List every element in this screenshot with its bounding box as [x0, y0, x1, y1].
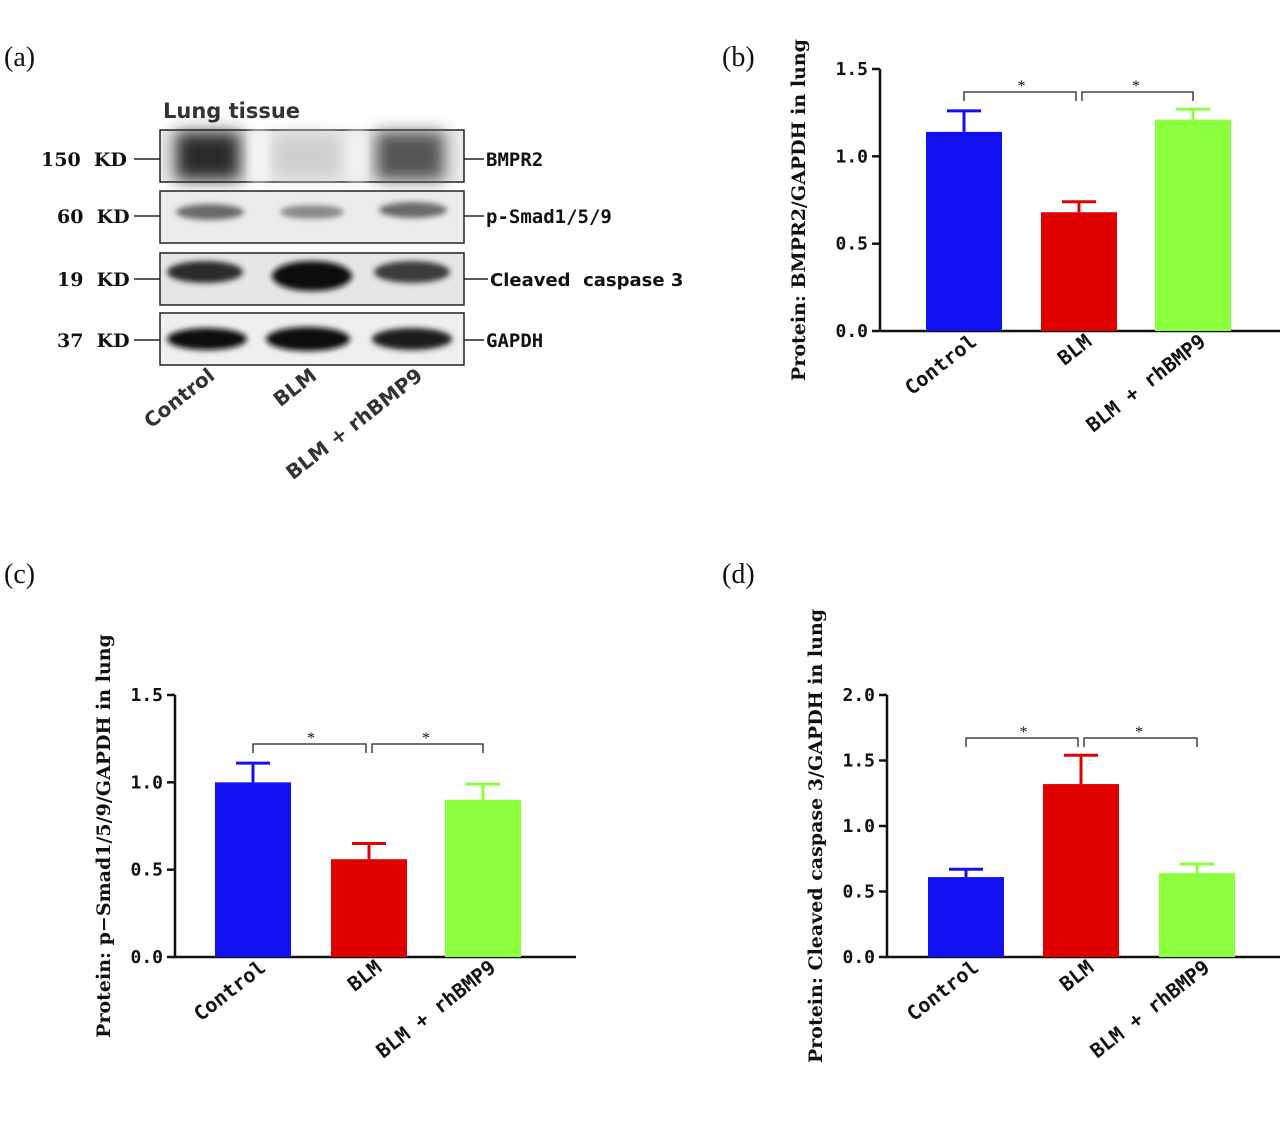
- y-tick-label: 1.0: [842, 816, 875, 837]
- panel-label-d: (d): [722, 559, 755, 590]
- category-label: BLM + rhBMP9: [1085, 955, 1214, 1063]
- y-tick-label: 0.0: [842, 947, 875, 968]
- category-label: Control: [900, 329, 981, 400]
- bar-control: [928, 877, 1004, 957]
- y-tick-label: 1.0: [130, 772, 163, 793]
- bar-control: [215, 782, 291, 957]
- significance-marker: *: [1135, 724, 1143, 741]
- band-gapdh-blm: [266, 327, 350, 351]
- blot-strip-gapdh: [159, 312, 465, 366]
- lane-label-control: Control: [139, 363, 219, 433]
- kd-label-psmad: 60 KD: [57, 206, 130, 228]
- significance-marker: *: [1020, 724, 1028, 741]
- significance-marker: *: [422, 730, 430, 747]
- band-caspase-rhbmp9: [374, 261, 450, 283]
- kd-label-bmpr2: 150 KD: [41, 149, 127, 171]
- significance-marker: *: [1132, 78, 1140, 95]
- y-tick-label: 2.0: [842, 685, 875, 706]
- significance-bracket: [963, 91, 1077, 101]
- y-tick-label: 0.5: [842, 882, 875, 903]
- blot-title: Lung tissue: [163, 99, 300, 123]
- significance-marker: *: [307, 730, 315, 747]
- kd-label-gapdh: 37 KD: [57, 330, 130, 352]
- significance-bracket: [1081, 91, 1194, 101]
- panel-label-a: (a): [4, 42, 35, 73]
- band-bmpr2-rhbmp9: [376, 132, 444, 180]
- significance-bracket: [965, 737, 1079, 747]
- significance-bracket: [371, 743, 484, 753]
- western-blot-panel: (a) Lung tissue: [4, 42, 683, 484]
- bar-control: [926, 131, 1002, 331]
- blot-strip-caspase: [159, 252, 465, 306]
- category-label: Control: [902, 955, 983, 1026]
- category-label: BLM + rhBMP9: [1081, 329, 1210, 437]
- lane-label-blm: BLM: [269, 363, 322, 411]
- y-tick-label: 0.0: [835, 321, 868, 342]
- band-gapdh-control: [167, 328, 247, 350]
- significance-bracket: [1083, 737, 1198, 747]
- category-label: Control: [189, 955, 270, 1026]
- panel-label-b: (b): [722, 42, 755, 73]
- y-tick-label: 1.5: [842, 751, 875, 772]
- category-label: BLM: [1055, 955, 1098, 996]
- y-axis-label: Protein: BMPR2/GAPDH in lung: [788, 39, 810, 381]
- band-psmad-rhbmp9: [379, 202, 447, 218]
- category-label: BLM: [343, 955, 386, 996]
- bar-blm: [1041, 212, 1117, 331]
- band-psmad-control: [176, 204, 244, 220]
- significance-marker: *: [1018, 78, 1026, 95]
- y-tick-label: 0.5: [130, 860, 163, 881]
- band-gapdh-rhbmp9: [372, 328, 452, 350]
- y-axis-label: Protein: Cleaved caspase 3/GAPDH in lung: [805, 609, 827, 1063]
- bar-rhbmp9: [445, 799, 521, 957]
- protein-label-gapdh: GAPDH: [486, 330, 543, 352]
- bar-blm: [331, 859, 407, 957]
- y-tick-label: 0.0: [130, 947, 163, 968]
- category-label: BLM: [1053, 329, 1096, 370]
- category-label: BLM + rhBMP9: [371, 955, 500, 1063]
- blot-strip-psmad: [159, 190, 465, 244]
- y-tick-label: 1.5: [130, 685, 163, 706]
- significance-bracket: [252, 743, 367, 753]
- band-caspase-control: [167, 261, 243, 283]
- band-bmpr2-blm: [274, 134, 340, 178]
- y-tick-label: 0.5: [835, 234, 868, 255]
- blot-strip-bmpr2: [159, 129, 465, 183]
- y-axis-label: Protein: p−Smad1/5/9/GAPDH in lung: [93, 634, 115, 1038]
- bar-blm: [1043, 784, 1119, 957]
- protein-label-psmad: p-Smad1/5/9: [486, 206, 612, 228]
- panel-label-c: (c): [4, 559, 35, 590]
- bar-rhbmp9: [1155, 119, 1231, 331]
- y-tick-label: 1.5: [835, 59, 868, 80]
- y-tick-label: 1.0: [835, 146, 868, 167]
- protein-label-caspase: Cleaved caspase 3: [490, 270, 683, 291]
- bar-rhbmp9: [1159, 873, 1235, 957]
- protein-label-bmpr2: BMPR2: [486, 149, 543, 171]
- band-psmad-blm: [280, 205, 344, 219]
- band-caspase-blm: [272, 261, 352, 291]
- kd-label-caspase: 19 KD: [57, 269, 130, 291]
- band-bmpr2-control: [176, 132, 240, 180]
